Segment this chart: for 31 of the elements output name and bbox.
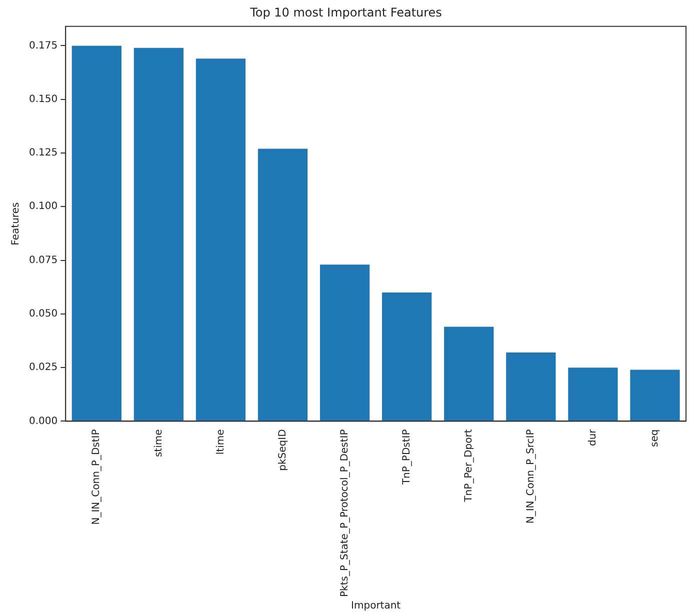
y-tick-label: 0.150: [28, 94, 58, 105]
y-axis-title: Features: [10, 202, 22, 246]
bar: [320, 264, 370, 421]
x-tick-label: Pkts_P_State_P_Protocol_P_DestIP: [339, 429, 350, 598]
y-tick-label: 0.025: [28, 362, 58, 374]
bar: [258, 148, 308, 421]
chart-title: Top 10 most Important Features: [249, 5, 442, 20]
y-tick-label: 0.100: [28, 201, 58, 212]
x-tick-label: N_IN_Conn_P_SrcIP: [526, 429, 536, 524]
y-tick-label: 0.125: [28, 148, 58, 159]
bar: [568, 368, 618, 421]
x-tick-label: pkSeqID: [277, 428, 288, 471]
y-tick-label: 0.075: [28, 254, 58, 266]
bar: [134, 48, 184, 421]
bar: [444, 326, 494, 421]
x-tick-label: TnP_Per_Dport: [463, 429, 474, 503]
bar: [382, 292, 432, 421]
y-tick-label: 0.000: [28, 416, 58, 427]
bar: [630, 370, 680, 421]
x-tick-label: TnP_PDstIP: [401, 429, 412, 486]
x-tick-label: dur: [588, 428, 599, 446]
x-axis-title: Important: [351, 600, 401, 612]
x-tick-label: seq: [650, 429, 661, 447]
y-tick-label: 0.175: [28, 40, 58, 52]
bar: [72, 46, 122, 421]
bar: [196, 58, 246, 421]
x-tick-label: stime: [153, 429, 164, 458]
y-tick-label: 0.050: [28, 308, 58, 320]
x-tick-label: ltime: [215, 429, 226, 455]
x-tick-label: N_IN_Conn_P_DstIP: [91, 429, 102, 525]
bar: [506, 352, 556, 421]
